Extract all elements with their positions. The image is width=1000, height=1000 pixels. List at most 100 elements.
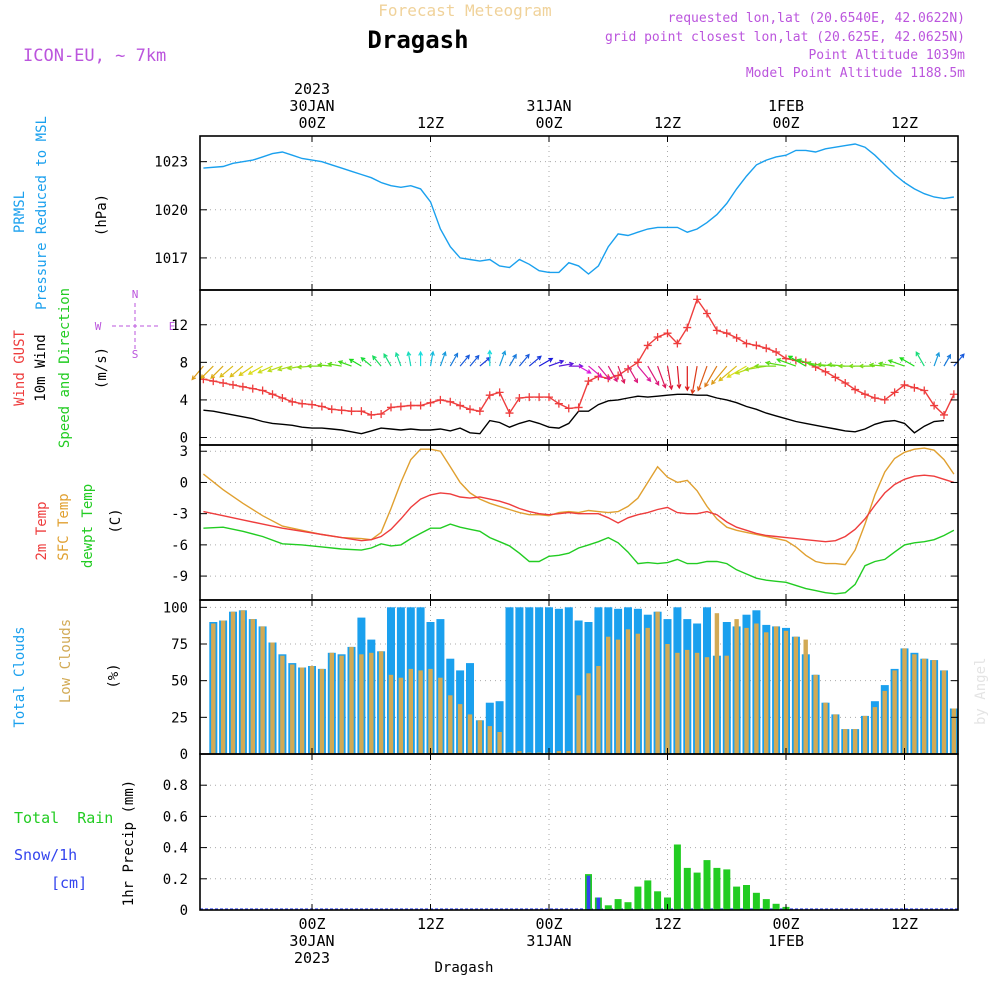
low-cloud-bar: [438, 677, 443, 754]
rain-label: Total Rain: [14, 809, 113, 827]
time-label-top: 00Z: [298, 114, 325, 132]
gust-marker: [574, 403, 583, 412]
gust-marker: [268, 390, 277, 399]
gust-marker: [870, 394, 879, 403]
low-cloud-bar: [428, 668, 433, 754]
gust-marker: [831, 373, 840, 382]
wind-direction-arrow: [487, 349, 493, 367]
rain-bar: [733, 886, 741, 910]
gust-marker: [219, 379, 228, 387]
wind-direction-arrow: [887, 359, 905, 367]
gust-marker: [732, 333, 741, 342]
total-cloud-bar: [535, 607, 544, 754]
precip-ytick-label: 0.4: [163, 841, 188, 857]
low-cloud-bar: [872, 707, 878, 754]
dewpt-line: [203, 523, 955, 595]
low-cloud-bar: [892, 670, 897, 754]
rain-bar: [683, 867, 691, 910]
wind-direction-arrow: [439, 351, 447, 367]
low-cloud-bar: [467, 714, 473, 754]
gust-marker: [229, 380, 237, 389]
gust-marker: [742, 339, 751, 348]
wind-10m-label: 10m Wind: [33, 334, 49, 401]
wind-direction-arrow: [449, 352, 459, 367]
clouds-ytick-label: 25: [171, 710, 188, 726]
rain-bar: [743, 885, 750, 910]
wind-direction-arrow: [943, 353, 952, 367]
temp-sfc-label: SFC Temp: [56, 493, 72, 560]
low-cloud-bar: [843, 729, 848, 754]
total-cloud-bar: [495, 701, 504, 754]
gust-marker: [693, 295, 702, 304]
low-cloud-bar: [744, 627, 749, 754]
gust-marker: [367, 410, 376, 419]
time-label-bottom: 2023: [294, 949, 330, 967]
model-point-altitude: Model Point Altitude 1188.5m: [746, 66, 965, 81]
gust-marker: [337, 406, 346, 415]
wind-direction-arrow: [718, 365, 737, 382]
low-cloud-bar: [635, 633, 641, 754]
time-label-top: 00Z: [535, 114, 562, 132]
low-cloud-bar: [852, 729, 858, 754]
wind-direction-arrow: [676, 366, 682, 390]
pressure-ytick-label: 1017: [154, 251, 188, 267]
low-cloud-bar: [833, 714, 838, 754]
gust-marker: [782, 354, 790, 363]
time-label-bottom: 30JAN: [289, 932, 334, 950]
gust-marker: [545, 393, 553, 402]
low-cloud-bar: [319, 668, 325, 754]
wind-direction-arrow: [627, 365, 639, 384]
wind-direction-arrow: [406, 350, 412, 367]
time-label-top: 00Z: [772, 114, 799, 132]
gust-marker: [633, 358, 642, 367]
gust-marker: [752, 341, 761, 350]
total-cloud-bar: [505, 607, 514, 754]
gust-marker: [446, 397, 455, 406]
wind-direction-arrow: [518, 353, 530, 367]
pressure-unit: (hPa): [94, 194, 110, 236]
rain-bar: [644, 880, 652, 910]
precip-ytick-label: 0.6: [163, 809, 188, 825]
wind-direction-arrow: [538, 357, 554, 367]
wind-direction-arrow: [229, 365, 244, 378]
time-label-top: 30JAN: [289, 97, 334, 115]
low-cloud-bar: [398, 677, 404, 754]
gust-marker: [762, 344, 771, 353]
total-cloud-bar: [574, 620, 583, 754]
wind-ytick-label: 4: [180, 393, 188, 409]
time-label-top: 1FEB: [768, 97, 804, 115]
gust-marker: [535, 393, 544, 402]
axis-ticks: 1017102010230481230-3-6-9025507510000.20…: [154, 80, 958, 967]
time-label-top: 31JAN: [526, 97, 571, 115]
time-label-bottom: 12Z: [654, 915, 681, 933]
clouds-ytick-label: 0: [180, 747, 188, 763]
low-cloud-bar: [596, 666, 601, 754]
compass-e: E: [169, 320, 176, 333]
rain-bar: [703, 860, 711, 910]
gust-marker: [841, 379, 850, 387]
pressure-label-prmsl: PRMSL: [12, 191, 28, 233]
low-cloud-bar: [803, 639, 808, 754]
low-cloud-bar: [230, 611, 236, 754]
wind-direction-arrow: [816, 362, 836, 368]
total-cloud-bar: [466, 663, 474, 754]
wind-direction-arrow: [267, 365, 283, 373]
total-cloud-bar: [515, 607, 524, 754]
gust-marker: [278, 394, 287, 403]
low-cloud-bar: [625, 629, 631, 754]
temperature-panel-frame: [199, 444, 959, 601]
pressure-line: [203, 143, 955, 275]
low-cloud-bar: [339, 655, 344, 754]
low-cloud-bar: [556, 751, 562, 754]
low-cloud-bar: [823, 702, 828, 754]
low-cloud-bar: [922, 658, 927, 754]
gust-marker: [485, 391, 494, 400]
pressure-label-desc: Pressure Reduced to MSL: [34, 116, 50, 310]
time-label-bottom: 12Z: [891, 915, 918, 933]
low-cloud-bar: [487, 726, 492, 754]
clouds-ytick-label: 75: [171, 637, 188, 653]
compass-n: N: [132, 288, 139, 301]
low-cloud-bar: [931, 660, 937, 754]
gust-marker: [317, 402, 326, 411]
